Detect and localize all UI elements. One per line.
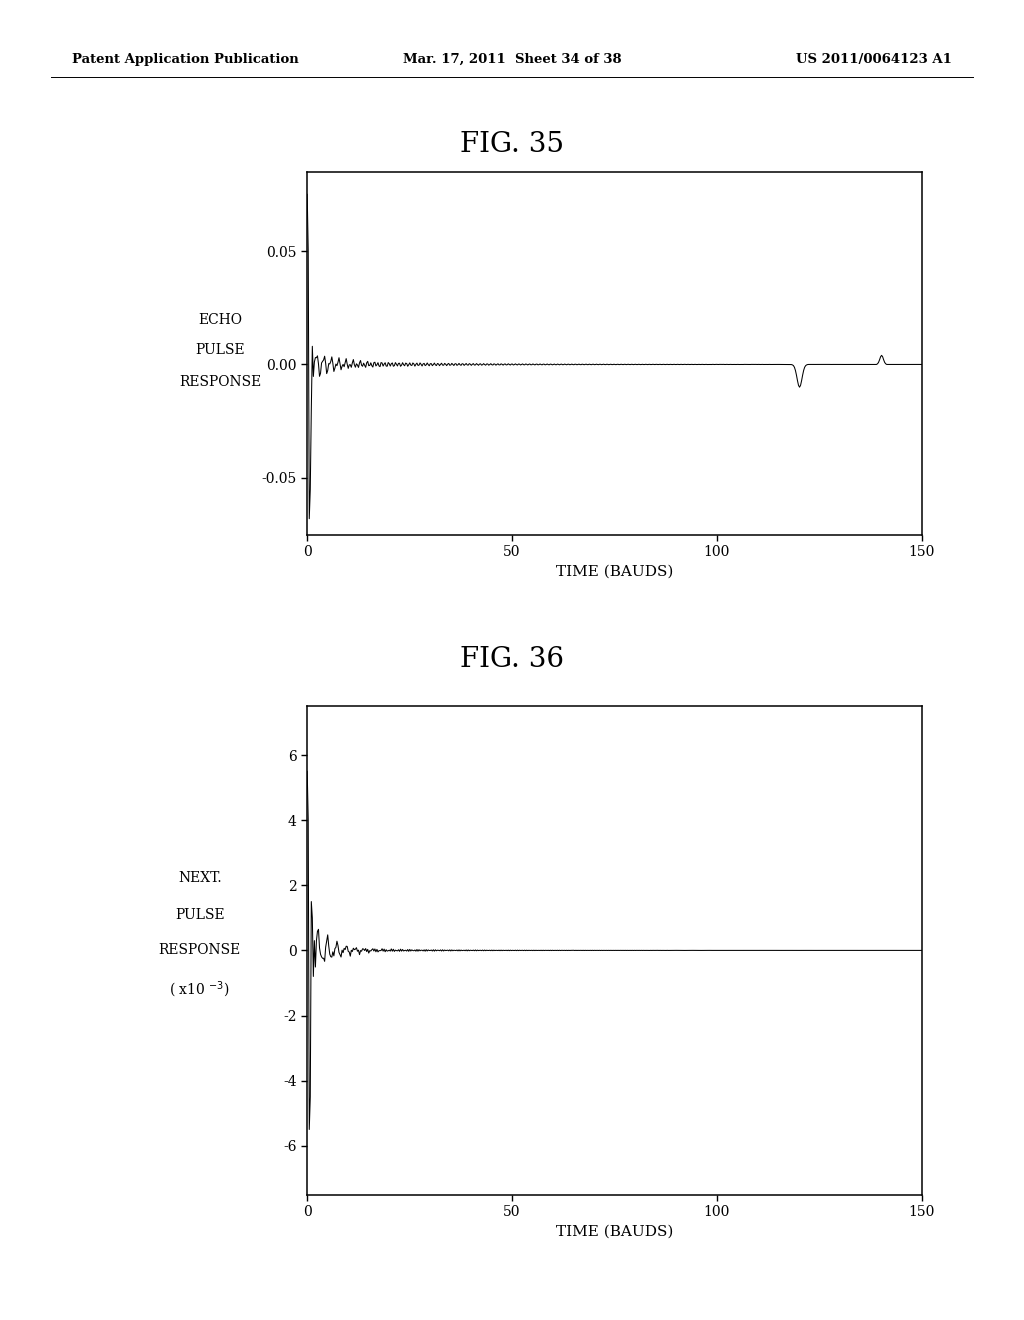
X-axis label: TIME (BAUDS): TIME (BAUDS) (556, 565, 673, 578)
Text: US 2011/0064123 A1: US 2011/0064123 A1 (797, 53, 952, 66)
Text: PULSE: PULSE (175, 908, 224, 921)
Text: FIG. 36: FIG. 36 (460, 647, 564, 673)
Text: Mar. 17, 2011  Sheet 34 of 38: Mar. 17, 2011 Sheet 34 of 38 (402, 53, 622, 66)
Text: RESPONSE: RESPONSE (159, 944, 241, 957)
Text: FIG. 35: FIG. 35 (460, 132, 564, 158)
Text: ( x10 $^{-3}$): ( x10 $^{-3}$) (169, 979, 230, 1001)
Text: NEXT.: NEXT. (178, 871, 221, 884)
X-axis label: TIME (BAUDS): TIME (BAUDS) (556, 1225, 673, 1238)
Text: PULSE: PULSE (196, 343, 245, 358)
Text: Patent Application Publication: Patent Application Publication (72, 53, 298, 66)
Text: ECHO: ECHO (199, 313, 242, 327)
Text: RESPONSE: RESPONSE (179, 375, 261, 389)
